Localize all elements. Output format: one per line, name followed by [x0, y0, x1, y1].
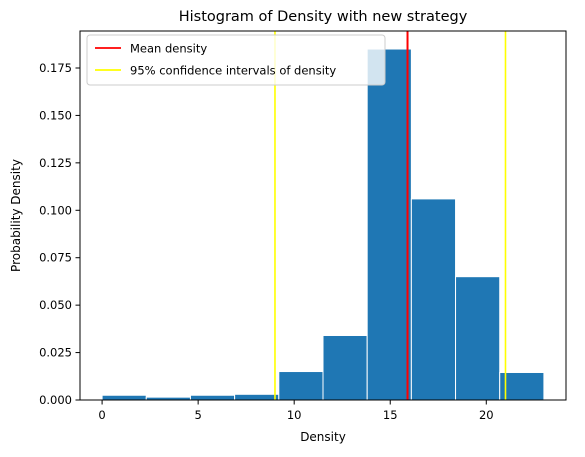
histogram-bar [189, 394, 236, 401]
x-tick-label: 15 [383, 408, 398, 422]
histogram-bar [410, 198, 457, 401]
axes-frame [79, 30, 567, 401]
histogram-bar [455, 276, 501, 401]
histogram-bar [278, 371, 324, 401]
legend-label: 95% confidence intervals of density [130, 64, 336, 78]
x-tick-label: 0 [98, 408, 105, 422]
histogram-bar [499, 371, 545, 401]
legend-label: Mean density [130, 42, 207, 56]
plot-area: 0 5 10 15 20 0.000 0.025 0.050 0.075 0.100 0.125 0.… [39, 30, 567, 422]
chart-title: Histogram of Density with new strategy [179, 9, 468, 25]
y-tick-label: 0.075 [39, 251, 72, 265]
y-tick-label: 0.125 [39, 156, 72, 170]
histogram-bar [234, 393, 280, 401]
x-tick-label: 10 [287, 408, 302, 422]
x-tick-label: 5 [194, 408, 201, 422]
y-tick-label: 0.000 [39, 393, 72, 407]
x-tick-label: 20 [479, 408, 494, 422]
x-axis-label: Density [300, 430, 346, 444]
legend-box [86, 34, 386, 86]
histogram-bar [322, 334, 368, 401]
y-tick-label: 0.175 [39, 61, 72, 75]
legend: Mean density 95% confidence intervals of … [86, 34, 386, 86]
y-tick-label: 0.025 [39, 346, 72, 360]
histogram-bar [101, 394, 147, 401]
histogram-bar [366, 48, 412, 401]
y-tick-label: 0.150 [39, 108, 72, 122]
y-tick-label: 0.100 [39, 203, 72, 217]
y-axis-label: Probability Density [9, 159, 23, 272]
y-tick-label: 0.050 [39, 298, 72, 312]
